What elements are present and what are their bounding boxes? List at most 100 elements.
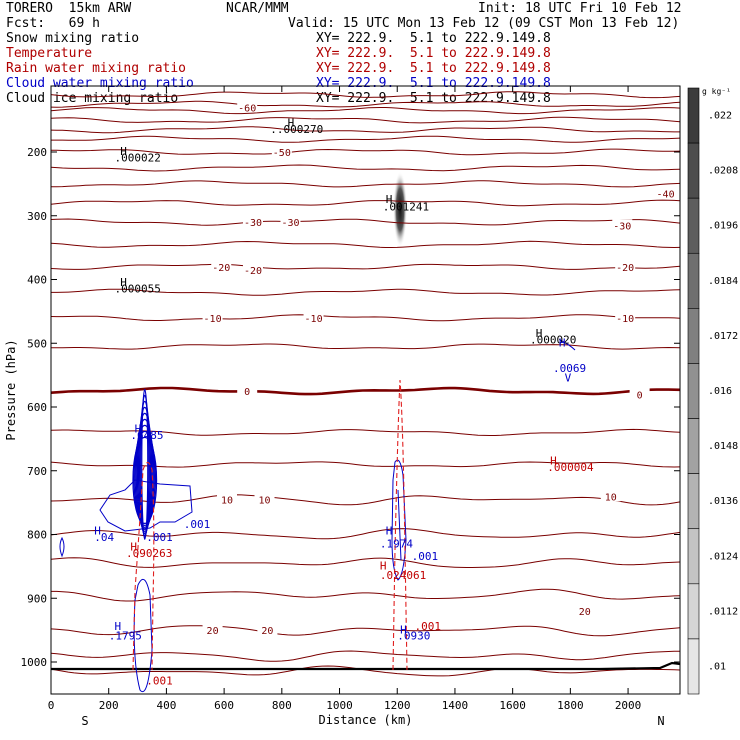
maximum-value-label: .000020 [530, 333, 576, 346]
cloud-water-contour [132, 436, 158, 524]
maximum-value-label: H [400, 623, 407, 636]
temperature-contour-label: -10 [616, 314, 634, 325]
temperature-contour [50, 91, 681, 99]
field-xy-rain: XY= 222.9. 5.1 to 222.9.149.8 [316, 61, 551, 76]
cloud-water-contour [133, 578, 153, 693]
cloud-ice-shading [393, 171, 408, 248]
field-label-cloud-ice: Cloud ice mixing ratio [6, 91, 179, 106]
maximum-value-label: H [120, 276, 127, 289]
maximum-value-label: .1974 [380, 537, 413, 550]
temperature-contour [50, 148, 681, 156]
maximum-value-label: H [94, 525, 101, 538]
maximum-value-label: .001 [146, 674, 173, 687]
temperature-label-bg [280, 216, 301, 228]
temperature-contour [50, 494, 681, 506]
colorbar-segment [687, 363, 700, 419]
maximum-value-label: ..000270 [270, 123, 323, 136]
maximum-value-label: H [120, 145, 127, 158]
temperature-contour [50, 218, 681, 226]
temperature-contour-label: -20 [212, 263, 230, 274]
temperature-contour-label: 10 [221, 495, 233, 506]
temperature-label-bg [615, 311, 636, 323]
rain-water-contour [392, 379, 408, 671]
temperature-contour-label: -20 [616, 263, 634, 274]
temperature-contour-label: 20 [579, 607, 591, 618]
maximum-value-label: H [135, 423, 142, 436]
colorbar-segment [687, 308, 700, 364]
x-tick-label: 1000 [326, 699, 353, 712]
temperature-contour [50, 386, 681, 396]
y-tick-label: 200 [27, 146, 47, 159]
cloud-water-contour [133, 430, 157, 526]
temperature-contour [50, 650, 681, 662]
temperature-contour-label: 0 [244, 387, 250, 398]
colorbar-segment [687, 528, 700, 585]
y-tick-label: 300 [27, 210, 47, 223]
x-tick-label: 200 [99, 699, 119, 712]
temperature-contour [50, 428, 681, 436]
temperature-contour [50, 199, 681, 207]
temperature-label-bg [211, 260, 232, 272]
temperature-contour [51, 180, 681, 188]
temperature-contour [50, 625, 681, 637]
maximum-value-label: .000022 [114, 152, 160, 165]
temperature-label-bg [600, 490, 621, 502]
field-xy-cloud-water: XY= 222.9. 5.1 to 222.9.149.8 [316, 76, 551, 91]
cloud-water-contour [141, 388, 149, 540]
north-end-label: N [657, 714, 664, 728]
temperature-label-bg [655, 187, 676, 199]
maximum-value-label: H [559, 336, 566, 349]
maximum-value-label: H [536, 327, 543, 340]
colorbar-segment [687, 473, 700, 530]
temperature-contour-label: 0 [637, 390, 643, 401]
y-tick-label: 600 [27, 401, 47, 414]
temperature-contour [51, 288, 681, 296]
temperature-label-bg [574, 605, 595, 616]
colorbar-segment [687, 87, 700, 144]
maximum-value-label: V [565, 372, 572, 385]
x-tick-label: 1200 [384, 699, 411, 712]
colorbar-segment [687, 197, 700, 254]
x-tick-label: 2000 [615, 699, 642, 712]
colorbar-tick-label: .0148 [708, 441, 738, 452]
temperature-label-bg [271, 146, 292, 157]
cloud-water-contour [135, 418, 154, 530]
cloud-water-contour [391, 459, 407, 581]
rain-water-contour [132, 461, 155, 671]
colorbar-tick-label: .0208 [708, 166, 738, 177]
temperature-label-bg [237, 101, 258, 113]
colorbar-segment [687, 252, 700, 309]
temperature-contour [50, 528, 681, 540]
maximum-value-label: .001 [146, 531, 173, 544]
temperature-contour [50, 263, 681, 270]
temperature-contour-label: 10 [605, 492, 617, 503]
temperature-label-bg [612, 219, 633, 231]
temperature-contour-label: -10 [204, 314, 222, 325]
field-xy-temperature: XY= 222.9. 5.1 to 222.9.149.8 [316, 46, 551, 61]
temperature-label-bg [202, 311, 223, 323]
colorbar-tick-label: .022 [708, 111, 732, 122]
south-end-label: S [81, 714, 88, 728]
temperature-label-bg [254, 493, 275, 505]
y-axis-title: Pressure (hPa) [4, 339, 18, 440]
temperature-contour-label: -20 [244, 266, 262, 277]
temperature-label-bg [242, 263, 263, 275]
maximum-value-label: .0069 [553, 362, 586, 375]
temperature-label-bg [629, 388, 650, 400]
colorbar-segment [687, 418, 700, 474]
temperature-contour-label: -50 [273, 148, 291, 159]
maximum-value-label: .024061 [380, 569, 426, 582]
field-label-rain: Rain water mixing ratio [6, 61, 187, 76]
y-tick-label: 800 [27, 529, 47, 542]
cloud-water-contour [59, 536, 65, 558]
maximum-value-label: H [380, 560, 387, 573]
x-axis-title: Distance (km) [319, 713, 413, 727]
maximum-value-label: .001 [415, 620, 442, 633]
temperature-contour [50, 126, 680, 134]
x-tick-label: 600 [214, 699, 234, 712]
field-label-temperature: Temperature [6, 46, 93, 61]
temperature-contour [50, 116, 681, 124]
cloud-water-contour [134, 424, 155, 528]
x-tick-label: 400 [156, 699, 176, 712]
